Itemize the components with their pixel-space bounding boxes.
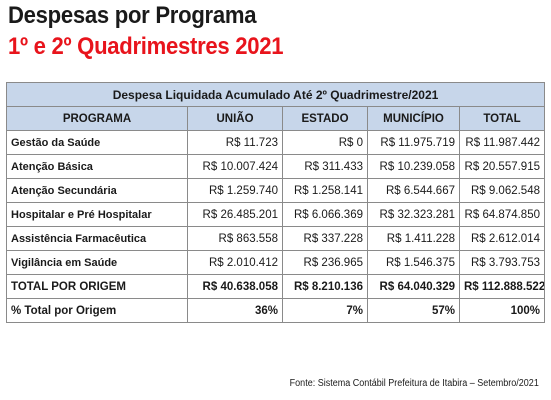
value-cell: R$ 2.612.014 (459, 226, 545, 251)
value-cell: R$ 10.239.058 (367, 154, 460, 179)
value-cell: R$ 40.638.058 (187, 274, 283, 299)
program-cell: TOTAL POR ORIGEM (6, 274, 188, 299)
value-cell: R$ 9.062.548 (459, 178, 545, 203)
program-cell: Assistência Farmacêutica (6, 226, 188, 251)
table-row: Atenção Básica R$ 10.007.424 R$ 311.433 R$ … (6, 154, 545, 179)
value-cell: R$ 337.228 (282, 226, 368, 251)
page-title: Despesas por Programa (8, 2, 257, 29)
table-row: Hospitalar e Pré Hospitalar R$ 26.485.201… (6, 202, 545, 227)
value-cell: R$ 3.793.753 (459, 250, 545, 275)
value-cell: R$ 32.323.281 (367, 202, 460, 227)
value-cell: R$ 1.411.228 (367, 226, 460, 251)
column-header: UNIÃO (187, 106, 283, 131)
table-row: % Total por Origem 36% 7% 57% 100% (6, 298, 545, 323)
value-cell: R$ 11.975.719 (367, 130, 460, 155)
value-cell: R$ 64.040.329 (367, 274, 460, 299)
value-cell: R$ 10.007.424 (187, 154, 283, 179)
table-row: Atenção Secundária R$ 1.259.740 R$ 1.258.1… (6, 178, 545, 203)
table-caption: Despesa Liquidada Acumulado Até 2º Quadr… (6, 82, 545, 107)
column-header: MUNICÍPIO (367, 106, 460, 131)
program-cell: Atenção Secundária (6, 178, 188, 203)
value-cell: 57% (367, 298, 460, 323)
column-header-row: PROGRAMA UNIÃO ESTADO MUNICÍPIO TOTAL (6, 106, 545, 131)
value-cell: 7% (282, 298, 368, 323)
value-cell: R$ 6.544.667 (367, 178, 460, 203)
value-cell: R$ 311.433 (282, 154, 368, 179)
value-cell: R$ 863.558 (187, 226, 283, 251)
value-cell: R$ 26.485.201 (187, 202, 283, 227)
value-cell: R$ 1.259.740 (187, 178, 283, 203)
program-cell: Vigilância em Saúde (6, 250, 188, 275)
expenses-table: Despesa Liquidada Acumulado Até 2º Quadr… (6, 82, 545, 323)
value-cell: R$ 64.874.850 (459, 202, 545, 227)
value-cell: R$ 2.010.412 (187, 250, 283, 275)
column-header: TOTAL (459, 106, 545, 131)
value-cell: R$ 8.210.136 (282, 274, 368, 299)
table-row: Assistência Farmacêutica R$ 863.558 R$ 337… (6, 226, 545, 251)
column-header: ESTADO (282, 106, 368, 131)
value-cell: R$ 20.557.915 (459, 154, 545, 179)
value-cell: R$ 1.546.375 (367, 250, 460, 275)
value-cell: R$ 11.987.442 (459, 130, 545, 155)
table-row: TOTAL POR ORIGEM R$ 40.638.058 R$ 8.210.13… (6, 274, 545, 299)
value-cell: R$ 1.258.141 (282, 178, 368, 203)
value-cell: R$ 11.723 (187, 130, 283, 155)
value-cell: 100% (459, 298, 545, 323)
column-header: PROGRAMA (6, 106, 188, 131)
value-cell: R$ 236.965 (282, 250, 368, 275)
source-note: Fonte: Sistema Contábil Prefeitura de It… (289, 378, 539, 389)
value-cell: R$ 0 (282, 130, 368, 155)
value-cell: R$ 112.888.522 (459, 274, 545, 299)
page-subtitle: 1º e 2º Quadrimestres 2021 (8, 33, 284, 60)
table-row: Gestão da Saúde R$ 11.723 R$ 0 R$ 11.975.71… (6, 130, 545, 155)
program-cell: Hospitalar e Pré Hospitalar (6, 202, 188, 227)
program-cell: Atenção Básica (6, 154, 188, 179)
program-cell: % Total por Origem (6, 298, 188, 323)
value-cell: 36% (187, 298, 283, 323)
table-row: Vigilância em Saúde R$ 2.010.412 R$ 236.96… (6, 250, 545, 275)
value-cell: R$ 6.066.369 (282, 202, 368, 227)
program-cell: Gestão da Saúde (6, 130, 188, 155)
